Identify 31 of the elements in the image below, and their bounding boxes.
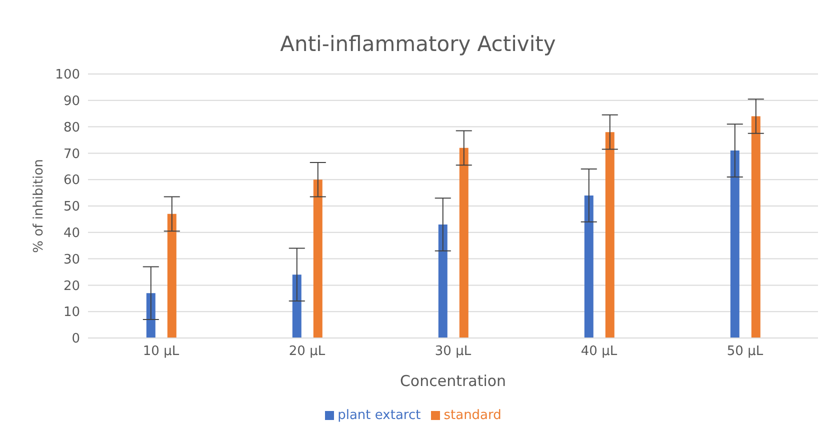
y-tick-label: 10	[63, 305, 80, 320]
x-tick-label: 10 µL	[142, 344, 180, 360]
bar	[292, 274, 302, 338]
bar	[605, 132, 614, 338]
legend-label: standard	[444, 408, 502, 423]
bar	[751, 116, 760, 338]
bar	[313, 180, 322, 338]
bar	[438, 224, 448, 338]
chart-title: Anti-inflammatory Activity	[279, 31, 557, 58]
bar	[167, 214, 176, 338]
legend-label: plant extarct	[338, 408, 421, 423]
x-tick-label: 20 µL	[288, 344, 326, 360]
y-tick-label: 60	[63, 173, 80, 188]
bar	[584, 195, 594, 338]
x-tick-label: 30 µL	[434, 344, 472, 360]
y-tick-label: 50	[63, 200, 80, 215]
bar	[459, 148, 468, 338]
y-tick-label: 40	[63, 226, 80, 242]
x-axis-title: Concentration	[400, 372, 506, 390]
x-tick-label: 50 µL	[726, 344, 764, 360]
y-tick-label: 80	[63, 120, 80, 136]
y-tick-label: 20	[63, 278, 80, 294]
x-tick-label: 40 µL	[580, 344, 618, 360]
y-tick-label: 70	[63, 146, 80, 162]
bar	[730, 150, 740, 338]
y-tick-label: 0	[72, 332, 80, 347]
bar	[146, 293, 156, 338]
y-tick-label: 100	[55, 68, 80, 83]
y-tick-label: 30	[63, 252, 80, 268]
y-tick-label: 90	[63, 94, 80, 110]
y-axis-title: % of inhibition	[32, 159, 47, 253]
